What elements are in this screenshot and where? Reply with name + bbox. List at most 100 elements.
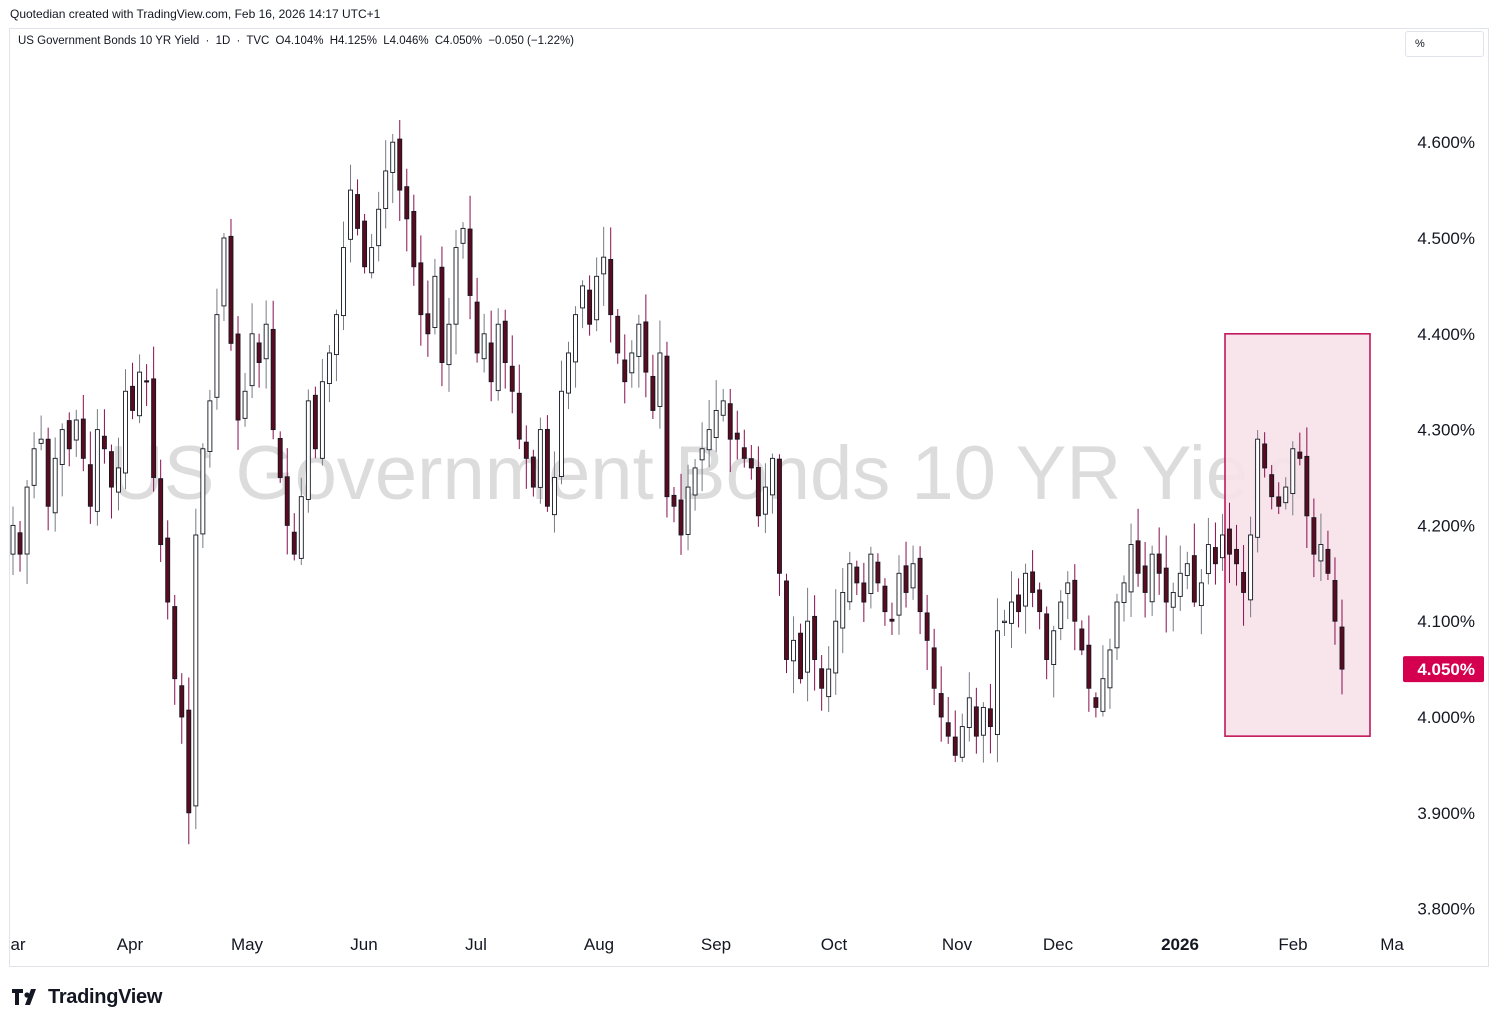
legend-interval: 1D — [215, 35, 231, 47]
candle-body — [1205, 544, 1211, 575]
candle-body — [1234, 548, 1239, 565]
candle-body — [1149, 553, 1155, 603]
candle-body — [1191, 555, 1197, 603]
x-tick-label: Aug — [584, 935, 614, 954]
candle-body — [896, 572, 902, 616]
candle-body — [791, 639, 796, 662]
candle-body — [1163, 567, 1169, 603]
candle-body — [256, 342, 262, 363]
candle-body — [868, 553, 874, 595]
last-price-label: 4.050% — [1417, 660, 1475, 679]
candle-body — [1311, 517, 1317, 555]
candle-body — [207, 400, 213, 452]
last-price-tag — [1403, 656, 1484, 683]
candle-body — [748, 458, 754, 469]
candle-body — [973, 706, 979, 737]
chart-frame — [9, 28, 1489, 967]
y-tick-label: 4.400% — [1417, 325, 1475, 344]
candle-body — [460, 227, 466, 244]
candle-body — [762, 486, 768, 515]
candle-body — [1044, 613, 1050, 660]
candle-body — [326, 352, 332, 385]
candle-body — [854, 566, 860, 584]
candle-body — [580, 285, 586, 309]
candle-body — [1135, 540, 1141, 574]
candle-body — [847, 563, 853, 603]
candle-body — [495, 323, 501, 392]
candle-body — [179, 685, 185, 718]
x-tick-label: 2026 — [1161, 935, 1199, 954]
y-tick-label: 4.300% — [1417, 421, 1475, 440]
candle-body — [544, 428, 550, 507]
candle-body — [1107, 649, 1113, 689]
legend-source: TVC — [246, 35, 270, 47]
candle-body — [720, 400, 726, 416]
candle-body — [474, 301, 480, 354]
candle-body — [439, 266, 445, 363]
candle-body — [671, 494, 677, 507]
candle-body — [10, 524, 16, 555]
candle-body — [87, 464, 93, 507]
candle-body — [52, 457, 58, 514]
candle-body — [411, 210, 417, 268]
price-axis[interactable]: 4.600% 4.500% 4.400% 4.300% 4.200% 4.100% 4.00… — [1403, 133, 1484, 919]
unit-selector[interactable]: % — [1405, 31, 1484, 57]
legend-open: O4.104% — [275, 35, 324, 47]
candle-body — [1212, 547, 1218, 565]
x-tick-label: Oct — [821, 935, 848, 954]
candle-body — [481, 333, 487, 360]
x-tick-label: Jun — [350, 935, 377, 954]
tradingview-logo[interactable]: TradingView — [12, 986, 162, 1009]
candle-body — [994, 630, 1000, 736]
candle-body — [242, 390, 248, 419]
candle-body — [144, 380, 150, 383]
symbol-legend[interactable]: US Government Bonds 10 YR Yield · 1D · T… — [18, 35, 575, 47]
candle-body — [1325, 548, 1331, 574]
candle-body — [1100, 678, 1106, 712]
x-tick-label: Jul — [465, 935, 487, 954]
x-tick-label: Ma — [1380, 935, 1404, 954]
candle-body — [615, 315, 621, 354]
candle-body — [1009, 601, 1014, 624]
candle-body — [425, 313, 431, 335]
time-axis[interactable]: ar Apr May Jun Jul Aug Sep Oct Nov Dec 2026 Feb Ma — [10, 935, 1404, 954]
legend-close: C4.050% — [434, 35, 483, 47]
candle-body — [17, 532, 23, 555]
candle-body — [643, 321, 649, 373]
candle-body — [432, 275, 438, 328]
candle-body — [446, 323, 452, 366]
candle-body — [172, 606, 178, 680]
candle-body — [151, 378, 157, 478]
candle-body — [94, 429, 100, 512]
candle-body — [200, 448, 206, 535]
candles-layer — [10, 119, 1345, 845]
candle-body — [1051, 630, 1057, 665]
candle-body — [1170, 592, 1176, 608]
legend-symbol: US Government Bonds 10 YR Yield — [18, 35, 200, 47]
candle-body — [284, 476, 290, 526]
candle-body — [861, 582, 867, 603]
candle-body — [38, 438, 44, 444]
candle-body — [1072, 579, 1078, 622]
candle-body — [1241, 572, 1247, 593]
candle-body — [938, 693, 944, 718]
candle-body — [312, 394, 318, 450]
candle-body — [193, 534, 199, 807]
x-tick-label: May — [231, 935, 264, 954]
candle-body — [1002, 620, 1007, 623]
candle-body — [1269, 474, 1275, 498]
candle-body — [1332, 580, 1338, 622]
candle-body — [235, 333, 241, 421]
candle-body — [819, 668, 825, 689]
x-tick-label: Sep — [701, 935, 731, 954]
highlight-box[interactable] — [1224, 332, 1371, 737]
candle-body — [784, 580, 789, 660]
candle-body — [882, 585, 888, 613]
candle-body — [66, 420, 72, 450]
legend-change: −0.050 (−1.22%) — [488, 35, 575, 47]
candle-body — [812, 615, 818, 660]
candle-body — [1142, 565, 1148, 593]
candle-body — [390, 141, 396, 173]
candle-body — [467, 228, 473, 296]
